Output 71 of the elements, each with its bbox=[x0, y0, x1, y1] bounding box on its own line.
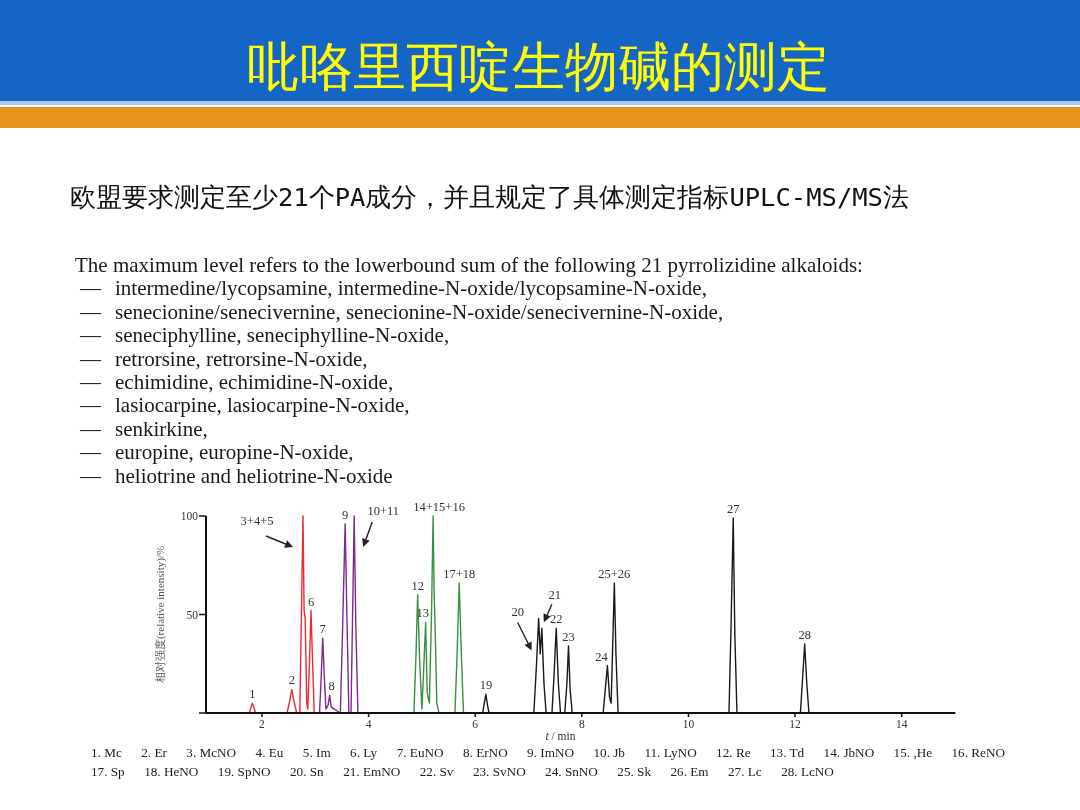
annotation: 2 bbox=[288, 673, 295, 688]
x-tick-label: 6 bbox=[472, 718, 479, 730]
text: 22. Sv bbox=[419, 764, 454, 779]
x-axis-title: t / min bbox=[545, 730, 576, 742]
annotation: 28 bbox=[798, 628, 811, 643]
text: — intermedine/lycopsamine, intermedine-N-oxide/lycopsamine-N-oxide, bbox=[79, 276, 707, 301]
text: — heliotrine and heliotrine-N-oxide bbox=[79, 463, 393, 488]
annotation: 21 bbox=[548, 588, 562, 603]
text: 23. SvNO bbox=[472, 764, 526, 779]
text: — echimidine, echimidine-N-oxide, bbox=[79, 370, 394, 394]
annotation: 12 bbox=[411, 578, 424, 593]
text: — senkirkine, bbox=[79, 416, 208, 441]
text: 24. SnNO bbox=[545, 764, 598, 779]
annotation: 9 bbox=[342, 507, 349, 522]
text: 8. ErNO bbox=[462, 745, 508, 760]
text: 1. Mc bbox=[91, 745, 122, 760]
text: 7. EuNO bbox=[396, 745, 444, 760]
annotation: 8 bbox=[328, 679, 335, 694]
annotation: 3+4+5 bbox=[240, 514, 274, 528]
annotation: 22 bbox=[549, 612, 563, 627]
x-tick-label: 10 bbox=[682, 718, 695, 730]
y-tick-label: 100 bbox=[180, 510, 199, 522]
text: — senecionine/senecivernine, senecionine-N-oxide/senecivernine-N-oxide, bbox=[79, 299, 724, 324]
text: 26. Em bbox=[670, 764, 710, 779]
annotation: 23 bbox=[562, 630, 575, 645]
text: The maximum level refers to the lowerbound sum of the following 21 pyrrolizidine alkaloids: bbox=[75, 253, 863, 277]
annotation: 17+18 bbox=[443, 566, 476, 581]
annotation: 7 bbox=[319, 622, 326, 637]
x-tick-label: 4 bbox=[365, 718, 372, 730]
text: 18. HeNO bbox=[144, 764, 199, 779]
text: 19. SpNO bbox=[217, 764, 271, 779]
annotation: 1 bbox=[249, 687, 256, 702]
text: — retrorsine, retrorsine-N-oxide, bbox=[79, 346, 368, 371]
text: 9. ImNO bbox=[527, 745, 575, 760]
text: 21. EmNO bbox=[343, 764, 401, 779]
annotation: 6 bbox=[307, 594, 315, 609]
text: 13. Td bbox=[769, 745, 805, 760]
annotation: 10+11 bbox=[367, 504, 399, 518]
text: 11. LyNO bbox=[644, 745, 697, 760]
text: 25. Sk bbox=[617, 764, 652, 779]
annotation: 14+15+16 bbox=[413, 500, 465, 514]
annotation: 27 bbox=[726, 501, 740, 516]
text: 20. Sn bbox=[290, 764, 325, 779]
x-tick-label: 12 bbox=[789, 718, 802, 730]
text: 6. Ly bbox=[350, 745, 378, 760]
text: 5. Im bbox=[302, 745, 332, 760]
text: — seneciphylline, seneciphylline-N-oxide, bbox=[79, 323, 450, 348]
x-tick-label: 8 bbox=[578, 718, 585, 730]
text: 28. LcNO bbox=[781, 764, 834, 779]
text: 2. Er bbox=[141, 745, 168, 760]
text: 14. JbNO bbox=[823, 745, 875, 760]
annotation: 20 bbox=[511, 605, 524, 620]
annotation: 24 bbox=[595, 649, 609, 664]
annotation: 25+26 bbox=[598, 566, 631, 581]
text: 15. ,He bbox=[893, 745, 933, 760]
text: 12. Re bbox=[716, 745, 751, 760]
chart-subtitle: 欧盟要求测定至少21个PA成分，并且规定了具体测定指标UPLC-MS/MS法 bbox=[70, 182, 909, 212]
text: 3. McNO bbox=[186, 745, 237, 760]
text: 10. Jb bbox=[593, 745, 626, 760]
chart-title: 吡咯里西啶生物碱的测定 bbox=[246, 36, 830, 97]
y-tick-label: 50 bbox=[186, 608, 199, 621]
text: 16. ReNO bbox=[951, 745, 1005, 760]
x-tick-label: 2 bbox=[259, 718, 266, 730]
text: — europine, europine-N-oxide, bbox=[79, 440, 354, 465]
text: 17. Sp bbox=[91, 764, 126, 779]
annotation: 19 bbox=[479, 678, 493, 693]
x-tick-label: 14 bbox=[895, 718, 908, 730]
text: 4. Eu bbox=[255, 745, 284, 760]
y-axis-title: 相对强度(relative intensity)/% bbox=[154, 545, 167, 684]
text: 27. Lc bbox=[728, 764, 762, 779]
text: — lasiocarpine, lasiocarpine-N-oxide, bbox=[79, 393, 410, 418]
